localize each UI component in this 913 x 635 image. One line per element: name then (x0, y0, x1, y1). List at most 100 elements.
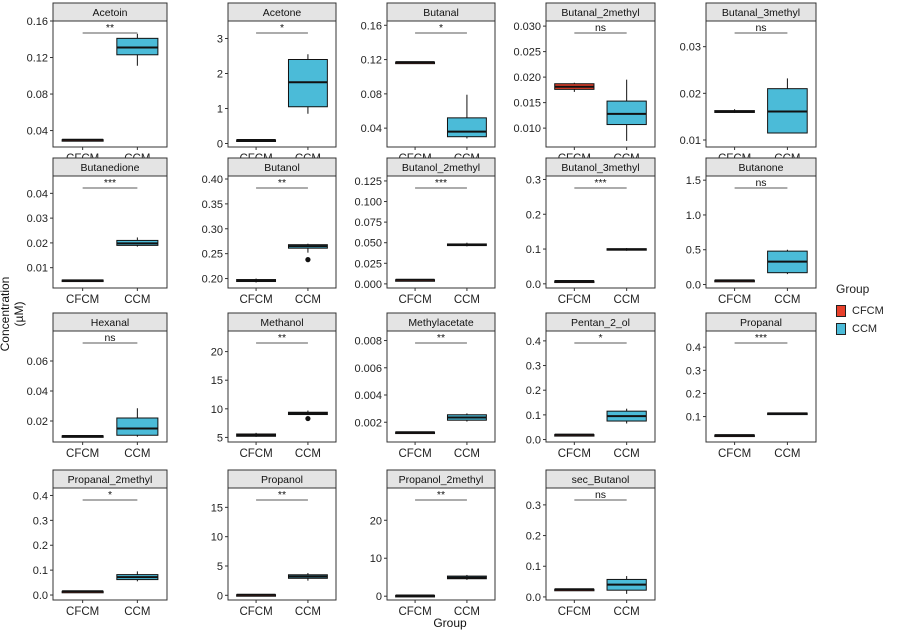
panel-title: Pentan_2_ol (571, 317, 630, 329)
y-tick-label: 0.002 (354, 417, 382, 429)
panel-frame (386, 175, 496, 289)
y-tick-label: 0.1 (33, 565, 48, 577)
panel-title: Butanedione (81, 162, 140, 174)
panel-methylacetate: Methylacetate 0.002 0.004 0.006 0.008 CFCM CCM… (354, 312, 496, 460)
y-tick-label: 0.010 (513, 123, 541, 135)
y-tick-label: 0.20 (202, 274, 223, 286)
panel-title: Butanol (264, 162, 300, 174)
x-tick-label-cfcm: CFCM (558, 448, 591, 460)
y-tick-label: 0 (217, 590, 223, 602)
y-tick-label: 0.3 (686, 365, 701, 377)
x-tick-label-ccm: CCM (454, 448, 480, 460)
panel-title: Butanal_3methyl (722, 7, 800, 19)
y-tick-label: 20 (370, 515, 382, 527)
y-tick-label: 0.12 (361, 55, 382, 67)
y-tick-label: 0.2 (526, 209, 541, 221)
y-tick-label: 5 (217, 432, 223, 444)
x-tick-label-ccm: CCM (454, 294, 480, 306)
significance-label: * (108, 489, 112, 501)
y-tick-label: 0.30 (202, 224, 223, 236)
panel-frame (227, 487, 337, 601)
y-tick-label: 0.16 (361, 20, 382, 32)
significance-label: ns (595, 489, 606, 501)
panel-frame (386, 330, 496, 443)
y-tick-label: 0.0 (526, 435, 541, 447)
x-tick-label-cfcm: CFCM (239, 294, 272, 306)
panel-frame (227, 330, 337, 443)
legend-label-ccm: CCM (852, 323, 878, 335)
y-tick-label: 0 (376, 591, 382, 603)
significance-label: ** (437, 489, 445, 501)
panel-pentan-2-ol: Pentan_2_ol 0.0 0.1 0.2 0.3 0.4 CFCM CCM * (526, 312, 656, 460)
significance-label: ns (755, 22, 766, 34)
panel-frame (386, 487, 496, 601)
y-tick-label: 5 (217, 561, 223, 573)
significance-label: * (439, 22, 443, 34)
y-tick-label: 1.5 (686, 175, 701, 187)
y-tick-label: 0.4 (686, 342, 701, 354)
panel-sec-butanol: sec_Butanol 0.0 0.1 0.2 0.3 CFCM CCM ns (526, 469, 656, 618)
panel-frame (227, 175, 337, 289)
panel-frame (705, 330, 817, 443)
significance-label: ** (278, 489, 286, 501)
y-tick-label: 0.1 (526, 561, 541, 573)
y-tick-label: 0 (217, 139, 223, 151)
y-tick-label: 0.1 (526, 410, 541, 422)
y-tick-label: 0.02 (680, 88, 701, 100)
significance-label: *** (594, 177, 606, 189)
significance-label: ns (104, 332, 115, 344)
x-tick-label-ccm: CCM (295, 606, 321, 618)
y-tick-label: 0.2 (526, 531, 541, 543)
y-tick-label: 0.08 (361, 89, 382, 101)
panel-butanol: Butanol 0.20 0.25 0.30 0.35 0.40 CFCM CCM ** (202, 157, 337, 306)
significance-label: *** (435, 177, 447, 189)
y-tick-label: 0.5 (686, 245, 701, 257)
y-tick-label: 0.01 (680, 135, 701, 147)
x-tick-label-cfcm: CFCM (398, 448, 431, 460)
y-tick-label: 0.03 (27, 213, 48, 225)
y-tick-label: 0.025 (513, 47, 541, 59)
y-tick-label: 0.03 (680, 42, 701, 54)
legend-key-ccm (836, 323, 846, 335)
y-tick-label: 0.1 (686, 412, 701, 424)
y-tick-label: 0.12 (27, 53, 48, 65)
panel-title: Butanol_2methyl (402, 162, 480, 174)
y-tick-label: 0.3 (33, 515, 48, 527)
x-tick-label-cfcm: CFCM (398, 294, 431, 306)
y-tick-label: 0.0 (526, 592, 541, 604)
x-tick-label-ccm: CCM (124, 606, 150, 618)
significance-label: ** (278, 332, 286, 344)
panel-frame (545, 175, 656, 289)
panel-frame (52, 487, 168, 601)
y-tick-label: 0.020 (513, 72, 541, 84)
legend-title: Group (836, 282, 870, 296)
y-tick-label: 0.004 (354, 390, 382, 402)
y-tick-label: 0.06 (27, 356, 48, 368)
x-tick-label-cfcm: CFCM (239, 448, 272, 460)
y-tick-label: 0.3 (526, 174, 541, 186)
y-tick-label: 0.08 (27, 89, 48, 101)
y-tick-label: 20 (211, 347, 223, 359)
legend: Group CFCM CCM (836, 282, 884, 338)
y-tick-label: 10 (370, 553, 382, 565)
panel-title: Methanol (260, 317, 303, 329)
y-tick-label: 15 (211, 502, 223, 514)
y-tick-label: 0.4 (33, 490, 48, 502)
panel-title: Acetoin (92, 7, 127, 19)
panel-title: Propanol_2methyl (399, 474, 484, 486)
y-tick-label: 0.0 (33, 590, 48, 602)
significance-label: *** (755, 332, 767, 344)
y-tick-label: 10 (211, 404, 223, 416)
box-ccm (606, 100, 647, 126)
panel-propanol-2methyl: Propanol_2methyl 0 10 20 CFCM CCM ** (370, 469, 496, 618)
legend-item-ccm: CCM (836, 320, 884, 338)
x-tick-label-cfcm: CFCM (239, 606, 272, 618)
panel-methanol: Methanol 5 10 15 20 CFCM CCM ** (211, 312, 337, 460)
panel-frame (545, 330, 656, 443)
x-tick-label-cfcm: CFCM (398, 606, 431, 618)
y-tick-label: 0.02 (27, 238, 48, 250)
y-axis-title: Concentration (µM) (0, 276, 26, 352)
panel-title: Acetone (263, 7, 302, 19)
